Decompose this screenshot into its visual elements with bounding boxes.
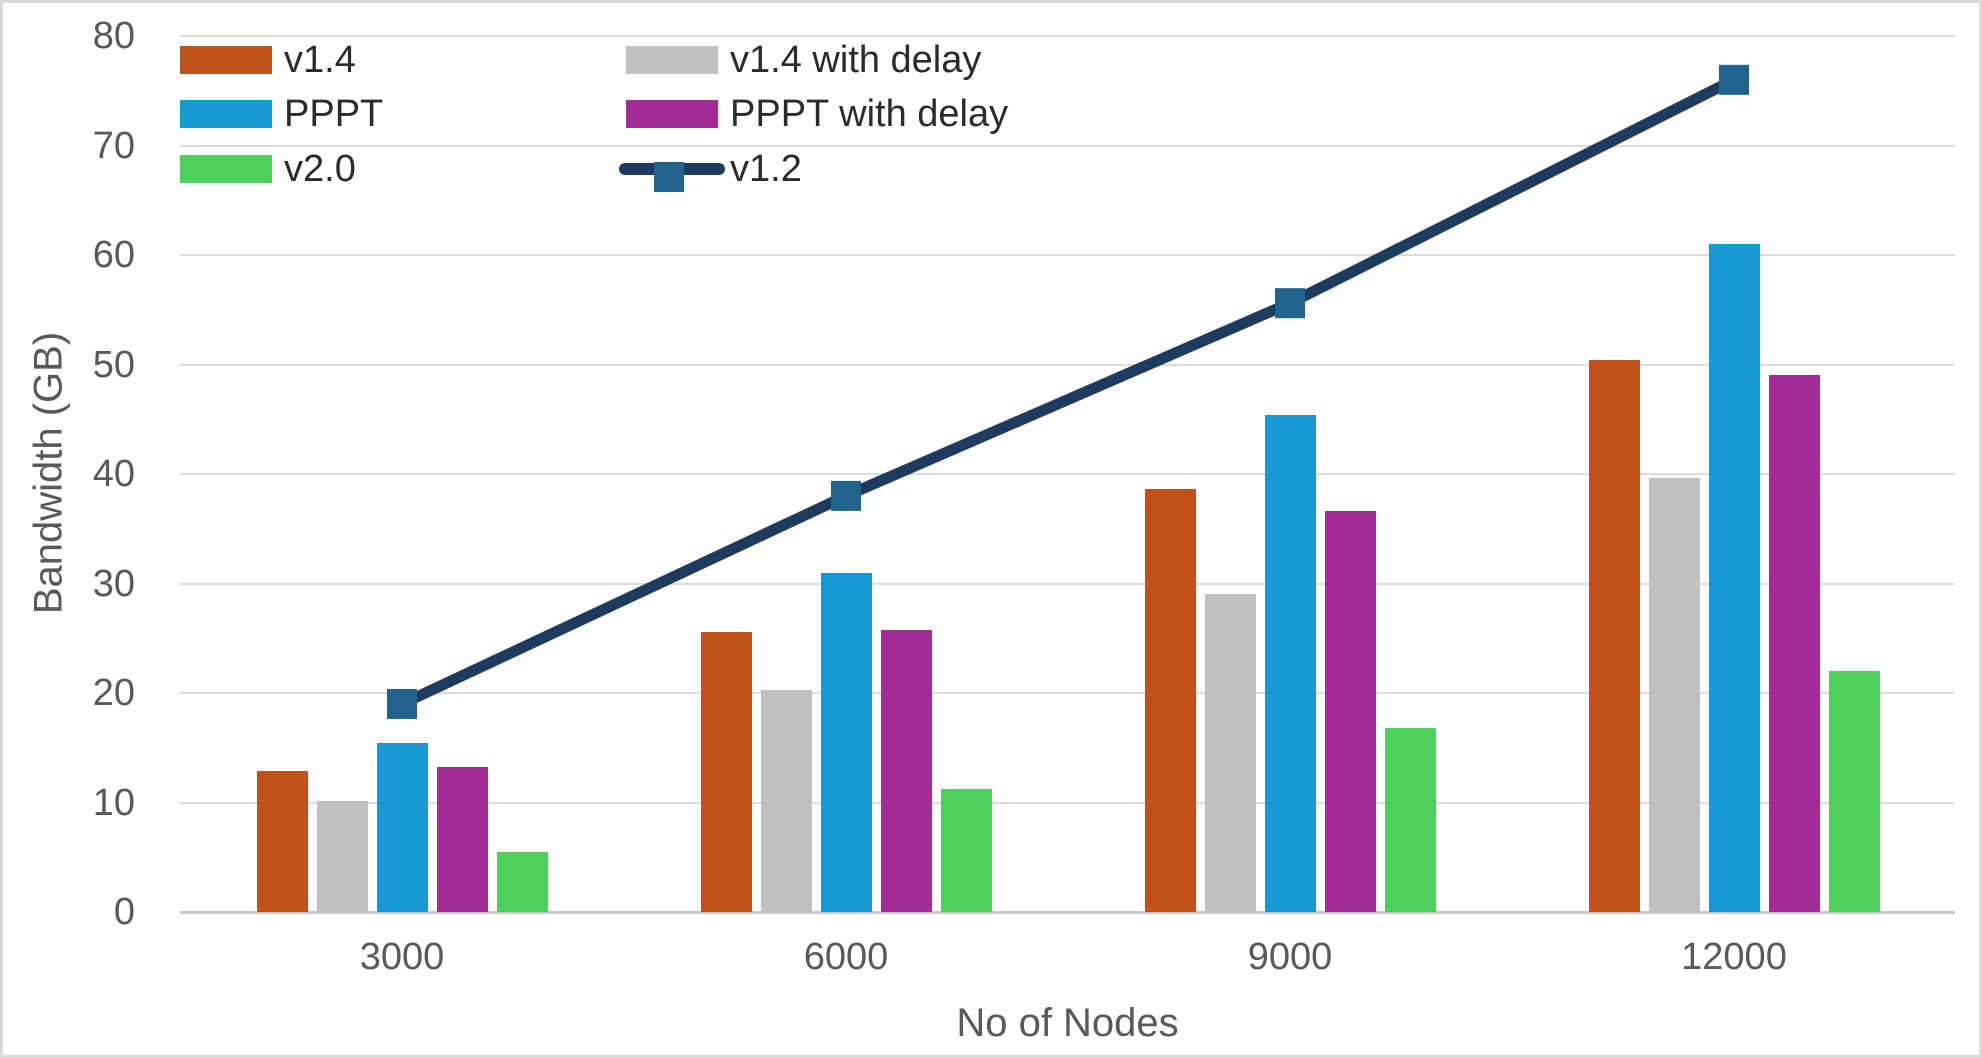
legend-label-v1.4: v1.4: [284, 39, 356, 81]
v1.2-line-marker: [1719, 64, 1749, 95]
v1.2-line-marker: [387, 688, 417, 719]
x-tick-label: 3000: [359, 936, 445, 978]
legend-label-v1.4-with-delay: v1.4 with delay: [730, 39, 982, 81]
plot-area: [180, 35, 1955, 914]
y-gridline: [180, 473, 1955, 475]
bar-v2.0-6000: [940, 789, 992, 912]
legend-label-pppt: PPPT: [284, 93, 384, 135]
bar-pppt-with-delay-6000: [880, 629, 932, 912]
y-tick-label: 50: [92, 343, 135, 386]
legend-swatch-v1.4: [180, 46, 272, 74]
legend-swatch-pppt: [180, 100, 272, 128]
bar-v2.0-9000: [1384, 728, 1436, 912]
y-gridline: [180, 801, 1955, 804]
y-tick-label: 0: [113, 891, 135, 933]
legend-line-sample-icon: [619, 162, 725, 192]
bar-pppt-with-delay-9000: [1324, 511, 1376, 912]
y-gridline: [180, 35, 1955, 37]
y-tick-label: 40: [92, 453, 135, 495]
x-tick-label: 6000: [803, 936, 889, 978]
legend-label-pppt-with-delay: PPPT with delay: [730, 93, 1009, 135]
bar-pppt-3000: [376, 743, 428, 912]
bar-v1.4-6000: [700, 631, 752, 912]
bar-v2.0-3000: [496, 851, 548, 912]
y-tick-label: 10: [92, 781, 135, 824]
bar-pppt-with-delay-12000: [1768, 375, 1820, 912]
y-gridline: [180, 363, 1955, 366]
bar-v1.4-3000: [256, 770, 308, 912]
y-tick-label: 30: [92, 562, 135, 605]
bar-v1.4-with-delay-9000: [1204, 594, 1256, 912]
y-tick-label: 80: [92, 15, 135, 57]
v1.2-line-series: [387, 64, 1749, 719]
legend-swatch-v1.4-with-delay: [626, 46, 718, 74]
y-tick-label: 20: [92, 672, 135, 714]
bar-pppt-with-delay-3000: [436, 767, 488, 912]
y-tick-label: 60: [92, 234, 135, 276]
x-tick-label: 12000: [1681, 936, 1787, 978]
legend-swatch-pppt-with-delay: [626, 100, 718, 128]
v1.2-line-path: [396, 74, 1740, 710]
v1.2-line-marker: [1275, 288, 1305, 319]
bar-pppt-9000: [1264, 414, 1316, 912]
legend-swatch-v2.0: [180, 155, 272, 183]
legend-label-v2.0: v2.0: [284, 148, 356, 190]
bar-v1.4-with-delay-3000: [316, 801, 368, 912]
bar-pppt-12000: [1708, 244, 1760, 912]
legend-label-v1.2: v1.2: [730, 148, 802, 190]
bar-v1.4-12000: [1588, 360, 1640, 912]
legend-line-marker-icon: [654, 162, 684, 192]
bar-v2.0-12000: [1828, 671, 1880, 912]
y-tick-label: 70: [92, 124, 135, 167]
y-gridline: [180, 254, 1955, 256]
y-gridline: [180, 144, 1955, 147]
x-axis-baseline: [180, 911, 1955, 914]
y-gridline: [180, 582, 1955, 585]
bar-v1.4-with-delay-12000: [1648, 478, 1700, 912]
v1.2-line-marker: [831, 480, 861, 511]
bar-v1.4-9000: [1144, 489, 1196, 912]
x-tick-label: 9000: [1247, 936, 1333, 978]
x-axis-title: No of Nodes: [956, 1001, 1179, 1045]
bar-v1.4-with-delay-6000: [760, 689, 812, 912]
bar-pppt-6000: [820, 572, 872, 912]
y-gridline: [180, 692, 1955, 694]
